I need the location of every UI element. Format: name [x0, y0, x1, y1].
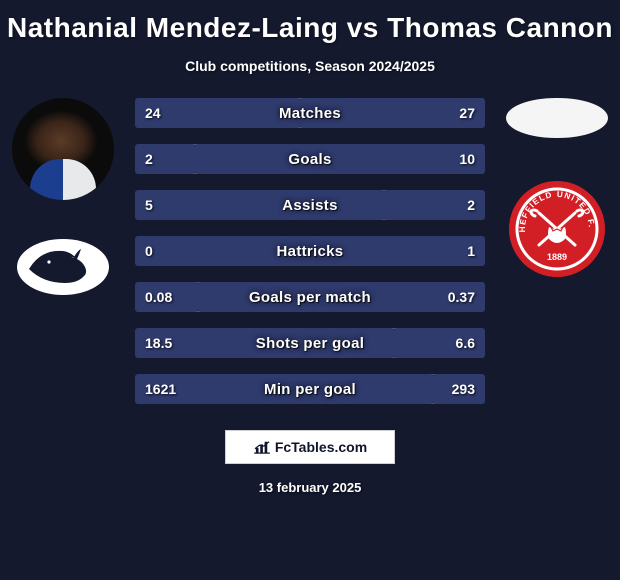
stat-label: Matches: [135, 98, 485, 128]
stat-row: 18.56.6Shots per goal: [135, 328, 485, 358]
date-text: 13 february 2025: [0, 480, 620, 495]
page-title: Nathanial Mendez-Laing vs Thomas Cannon: [0, 0, 620, 44]
stat-label: Goals: [135, 144, 485, 174]
stat-label: Goals per match: [135, 282, 485, 312]
player-left-column: [8, 98, 118, 300]
svg-text:1889: 1889: [547, 252, 567, 262]
stat-row: 2427Matches: [135, 98, 485, 128]
stat-bars: 2427Matches 210Goals 52Assists 01Hattricks 0…: [135, 98, 485, 404]
chart-icon: [253, 440, 271, 454]
stat-row: 01Hattricks: [135, 236, 485, 266]
stat-label: Shots per goal: [135, 328, 485, 358]
club-left-crest: [12, 228, 114, 300]
player-right-column: SHEFFIELD UNITED F.C. 1889: [502, 98, 612, 280]
stat-label: Hattricks: [135, 236, 485, 266]
brand-text: FcTables.com: [275, 439, 367, 455]
page-subtitle: Club competitions, Season 2024/2025: [0, 58, 620, 74]
brand-badge[interactable]: FcTables.com: [225, 430, 395, 464]
player-right-avatar-placeholder: [506, 98, 608, 138]
stat-row: 210Goals: [135, 144, 485, 174]
club-right-crest: SHEFFIELD UNITED F.C. 1889: [506, 178, 608, 280]
stat-label: Min per goal: [135, 374, 485, 404]
player-left-avatar: [12, 98, 114, 200]
stat-row: 1621293Min per goal: [135, 374, 485, 404]
stat-row: 52Assists: [135, 190, 485, 220]
stat-label: Assists: [135, 190, 485, 220]
comparison-area: 2427Matches 210Goals 52Assists 01Hattricks 0…: [0, 98, 620, 404]
stat-row: 0.080.37Goals per match: [135, 282, 485, 312]
